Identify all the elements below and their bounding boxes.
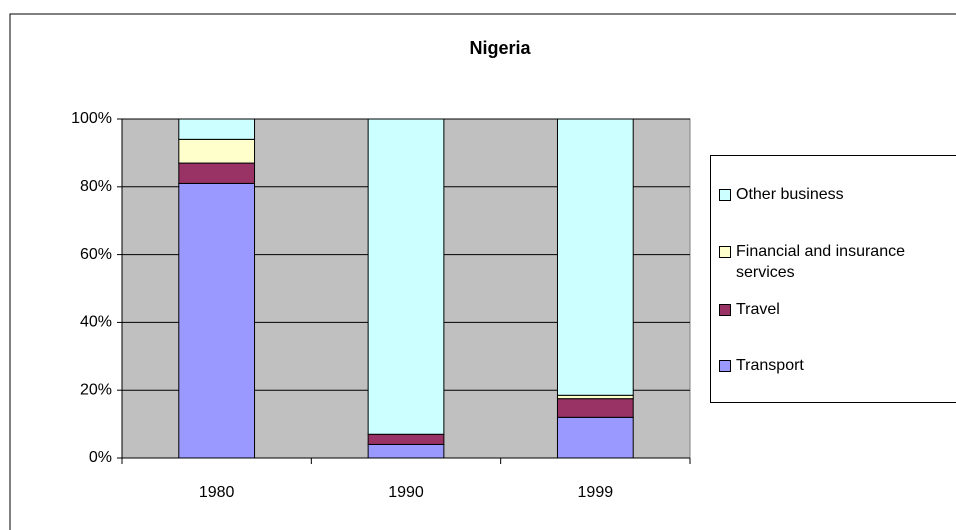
bar-segment (367, 118, 445, 435)
bar-segment (367, 433, 445, 445)
legend-swatch (719, 304, 731, 316)
bar-segment (178, 182, 256, 459)
legend-label: Travel (736, 301, 780, 318)
y-tick-label: 40% (80, 314, 112, 331)
x-tick-label: 1999 (578, 484, 614, 501)
bar-segment (556, 398, 634, 418)
bar-segment (556, 118, 634, 396)
bar-segment (367, 443, 445, 459)
legend-label: Transport (736, 357, 804, 374)
y-tick-label: 60% (80, 246, 112, 263)
chart-title: Nigeria (469, 38, 531, 58)
legend: Other business Financial and insurance se… (710, 155, 956, 403)
bar-segment (178, 118, 256, 140)
legend-swatch (719, 360, 731, 372)
legend-label: Financial and insurance services (736, 243, 905, 281)
bar-segment (556, 416, 634, 459)
x-tick-label: 1990 (388, 484, 424, 501)
y-tick-label: 20% (80, 381, 112, 398)
y-tick-label: 80% (80, 178, 112, 195)
bar-segment (556, 394, 634, 400)
y-tick-label: 0% (89, 449, 112, 466)
bar-segment (178, 138, 256, 164)
legend-swatch (719, 189, 731, 201)
legend-swatch (719, 246, 731, 258)
y-tick-label: 100% (71, 110, 112, 127)
x-tick-label: 1980 (199, 484, 235, 501)
bar-segment (178, 162, 256, 184)
legend-label: Other business (736, 186, 844, 203)
